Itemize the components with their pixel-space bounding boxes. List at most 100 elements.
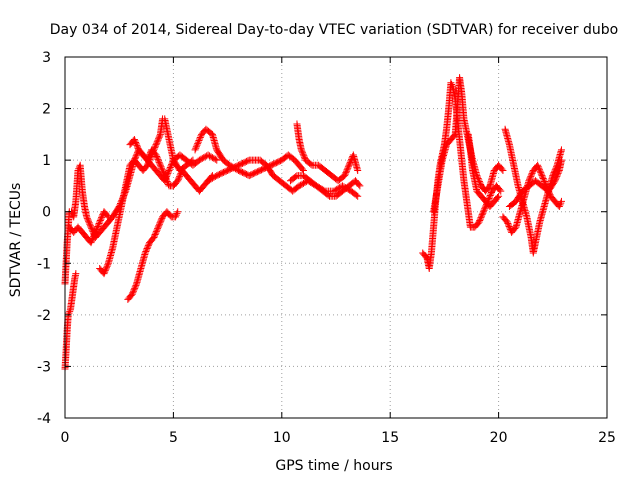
data-point: [511, 224, 519, 232]
data-point: [204, 177, 212, 185]
data-point: [557, 197, 565, 205]
data-point: [132, 138, 140, 146]
data-point: [103, 264, 111, 272]
data-point: [65, 309, 73, 317]
data-point: [194, 138, 202, 146]
data-point: [159, 169, 167, 177]
data-point: [552, 175, 560, 183]
data-point: [94, 221, 102, 229]
data-point: [200, 154, 208, 162]
data-point: [292, 173, 300, 181]
data-point: [85, 219, 93, 227]
data-point: [556, 201, 564, 209]
data-point: [505, 221, 513, 229]
data-point: [208, 174, 216, 182]
data-point: [298, 147, 306, 155]
y-tick-label: -2: [37, 308, 51, 324]
data-point: [195, 156, 203, 164]
data-point: [88, 225, 96, 233]
data-point: [478, 212, 486, 220]
data-point: [155, 220, 163, 228]
data-point: [97, 215, 105, 223]
data-point: [98, 212, 106, 220]
data-point: [207, 153, 215, 161]
data-point: [130, 136, 138, 144]
data-point: [162, 175, 170, 183]
data-point: [535, 166, 543, 174]
data-point: [103, 212, 111, 220]
data-point: [528, 169, 536, 177]
data-point: [299, 149, 307, 157]
data-point: [504, 220, 512, 228]
data-point: [155, 158, 163, 166]
data-point: [300, 153, 308, 161]
data-point: [88, 236, 96, 244]
plot-frame: [64, 56, 608, 419]
data-point: [354, 166, 362, 174]
data-point: [151, 231, 159, 239]
data-point: [104, 213, 112, 221]
data-point: [539, 175, 547, 183]
data-point: [540, 178, 548, 186]
data-point: [129, 289, 137, 297]
data-point: [172, 211, 180, 219]
y-tick-label: 1: [42, 153, 51, 169]
data-point: [155, 222, 163, 230]
data-point: [161, 173, 169, 181]
data-point: [555, 168, 563, 176]
data-point: [496, 186, 504, 194]
data-point: [192, 144, 200, 152]
data-point: [346, 160, 354, 168]
data-point: [540, 176, 548, 184]
data-point: [154, 155, 162, 163]
y-tick-label: 0: [42, 205, 51, 221]
data-point: [89, 234, 97, 242]
data-point: [198, 154, 206, 162]
data-point: [132, 281, 140, 289]
data-point: [167, 162, 175, 170]
data-point: [153, 152, 161, 160]
data-point: [343, 166, 351, 174]
data-point: [497, 187, 505, 195]
grid-lines: [65, 57, 607, 418]
data-point: [476, 215, 484, 223]
data-point: [503, 218, 511, 226]
data-point: [158, 166, 166, 174]
data-point: [93, 224, 101, 232]
y-tick-label: 3: [42, 50, 51, 66]
data-point: [128, 290, 136, 298]
data-point: [495, 192, 503, 200]
data-point: [554, 169, 562, 177]
data-point: [152, 141, 160, 149]
data-point: [297, 181, 305, 189]
data-point: [331, 186, 339, 194]
data-point: [552, 174, 560, 182]
data-point: [300, 152, 308, 160]
data-point: [481, 205, 489, 213]
data-point: [96, 217, 104, 225]
data-point: [154, 136, 162, 144]
data-point: [537, 170, 545, 178]
data-point: [158, 164, 166, 172]
data-point: [141, 249, 149, 257]
data-point: [94, 222, 102, 230]
data-point: [145, 152, 153, 160]
data-point: [83, 214, 91, 222]
data-point: [91, 228, 99, 236]
data-point: [131, 283, 139, 291]
data-point: [163, 176, 171, 184]
data-point: [164, 168, 172, 176]
data-point: [146, 150, 154, 158]
data-point: [83, 213, 91, 221]
data-point: [142, 246, 150, 254]
data-point: [156, 219, 164, 227]
y-tick-label: -1: [37, 256, 51, 272]
data-point: [553, 171, 561, 179]
data-point: [538, 172, 546, 180]
data-point: [142, 247, 150, 255]
data-point: [475, 218, 483, 226]
data-point: [204, 151, 212, 159]
data-point: [342, 169, 350, 177]
data-point: [447, 79, 455, 87]
data-point: [157, 217, 165, 225]
